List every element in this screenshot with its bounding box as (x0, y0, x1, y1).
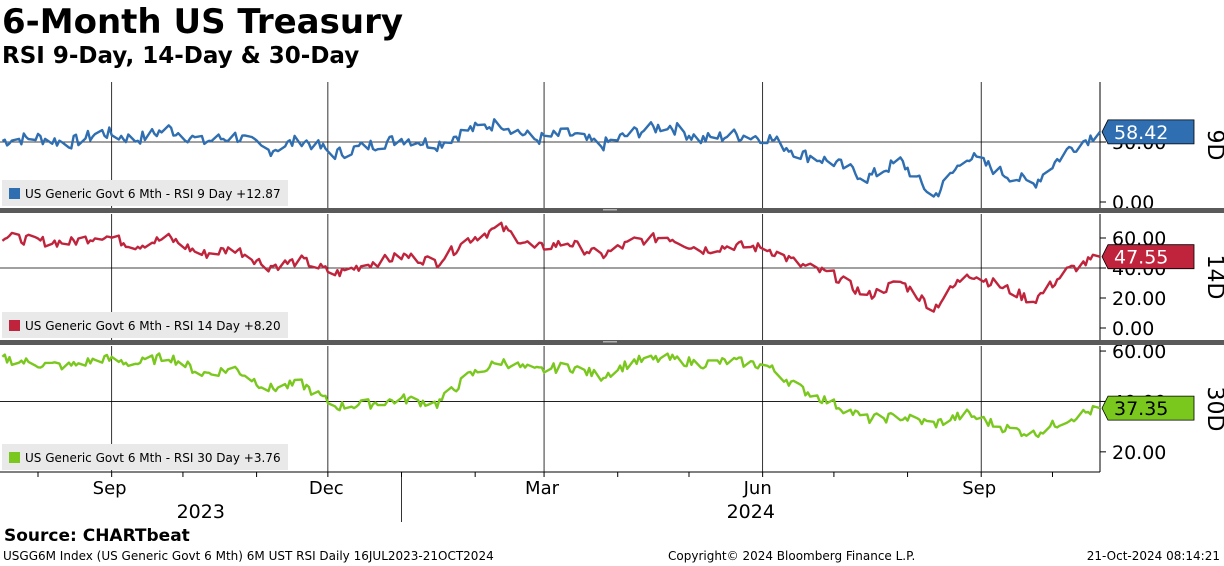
legend-label-9D: US Generic Govt 6 Mth - RSI 9 Day +12.87 (25, 187, 281, 201)
last-value-flag-30D (1101, 395, 1195, 421)
panel-label-9D: 9D (1202, 130, 1224, 161)
footer-index-info: USGG6M Index (US Generic Govt 6 Mth) 6M … (3, 549, 494, 563)
y-tick-label-30D-0: 20.00 (1112, 442, 1166, 464)
panel-separator-grip-0 (603, 209, 617, 211)
legend-swatch-9D (9, 188, 20, 199)
y-tick-label-30D-2: 60.00 (1112, 341, 1166, 363)
last-value-label-9D: 58.42 (1114, 122, 1168, 144)
series-line-9D (1, 118, 1101, 198)
series-line-30D (1, 352, 1101, 439)
y-tick-label-14D-1: 20.00 (1112, 288, 1166, 310)
legend-box-9D (2, 180, 288, 206)
panel-label-14D: 14D (1202, 255, 1224, 300)
legend-swatch-30D (9, 452, 20, 463)
chart-subtitle: RSI 9-Day, 14-Day & 30-Day (2, 43, 360, 69)
panel-label-30D: 30D (1202, 387, 1224, 432)
source-label: Source: CHARTbeat (4, 526, 190, 546)
legend-label-14D: US Generic Govt 6 Mth - RSI 14 Day +8.20 (25, 319, 281, 333)
legend-box-30D (2, 444, 288, 470)
y-tick-label-14D-0: 0.00 (1112, 318, 1154, 340)
last-value-label-14D: 47.55 (1114, 247, 1168, 269)
legend-box-14D (2, 312, 288, 338)
year-label-1: 2024 (727, 501, 775, 523)
chart-title: 6-Month US Treasury (2, 2, 403, 42)
series-line-14D (1, 221, 1101, 313)
last-value-flag-14D (1101, 244, 1195, 270)
x-tick-label-3: Jun (743, 478, 772, 499)
x-tick-label-2: Mar (525, 478, 560, 499)
footer-timestamp: 21-Oct-2024 08:14:21 (1086, 549, 1220, 563)
x-tick-label-1: Dec (309, 478, 344, 499)
year-label-0: 2023 (177, 501, 225, 523)
x-tick-label-4: Sep (962, 478, 996, 499)
x-tick-label-0: Sep (93, 478, 127, 499)
legend-swatch-14D (9, 320, 20, 331)
last-value-label-30D: 37.35 (1114, 398, 1168, 420)
legend-label-30D: US Generic Govt 6 Mth - RSI 30 Day +3.76 (25, 451, 281, 465)
panel-separator-grip-1 (603, 341, 617, 343)
last-value-flag-9D (1101, 119, 1195, 145)
footer-copyright: Copyright© 2024 Bloomberg Finance L.P. (668, 549, 916, 563)
